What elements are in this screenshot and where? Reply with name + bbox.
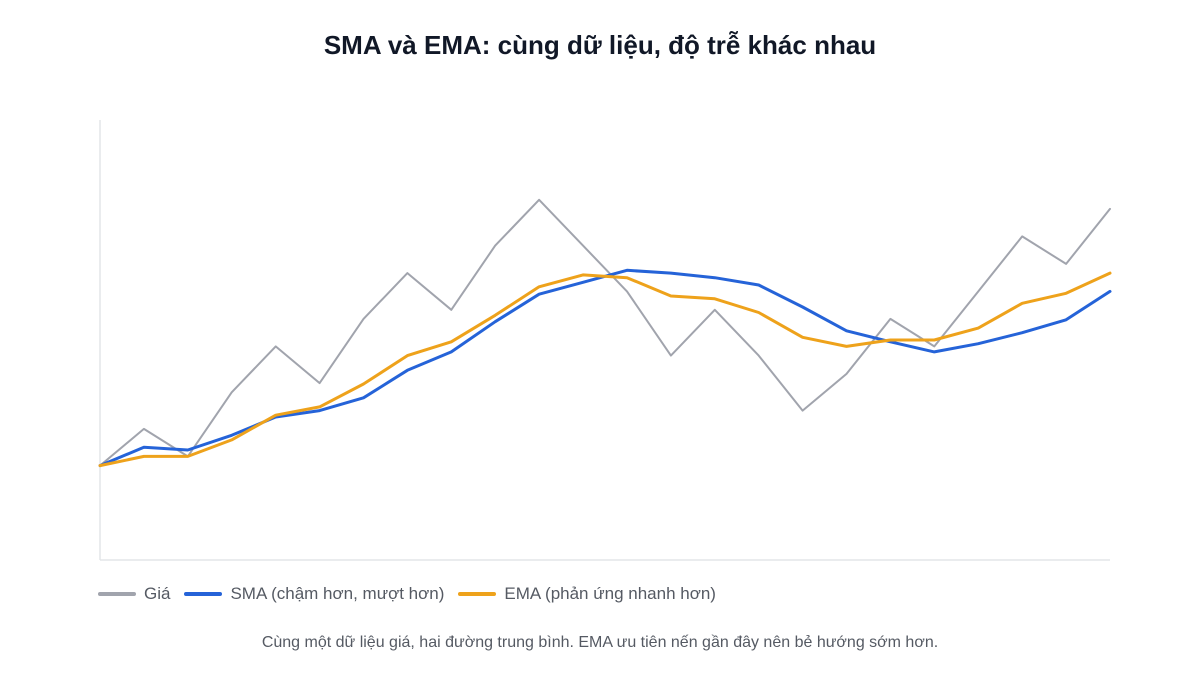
legend-item-price: Giá: [98, 584, 170, 604]
legend-item-ema: EMA (phản ứng nhanh hơn): [458, 584, 716, 604]
legend-label-sma: SMA (chậm hơn, mượt hơn): [230, 584, 445, 603]
series-line-ema: [98, 271, 1112, 468]
chart-axes: [99, 120, 1110, 561]
legend-item-sma: SMA (chậm hơn, mượt hơn): [184, 584, 444, 604]
chart-caption: Cùng một dữ liệu giá, hai đường trung bì…: [261, 634, 939, 651]
series-line-sma: [98, 268, 1112, 468]
legend-swatch-sma: [184, 592, 223, 596]
legend-label-price: Giá: [144, 584, 171, 603]
legend-swatch-price: [98, 592, 136, 596]
legend-swatch-ema: [458, 592, 497, 596]
legend-label-ema: EMA (phản ứng nhanh hơn): [504, 584, 716, 603]
chart-series-layer: [98, 198, 1112, 468]
chart-title: SMA và EMA: cùng dữ liệu, độ trễ khác nh…: [323, 30, 877, 60]
chart-legend: Giá SMA (chậm hơn, mượt hơn) EMA (phản ứ…: [98, 582, 730, 606]
